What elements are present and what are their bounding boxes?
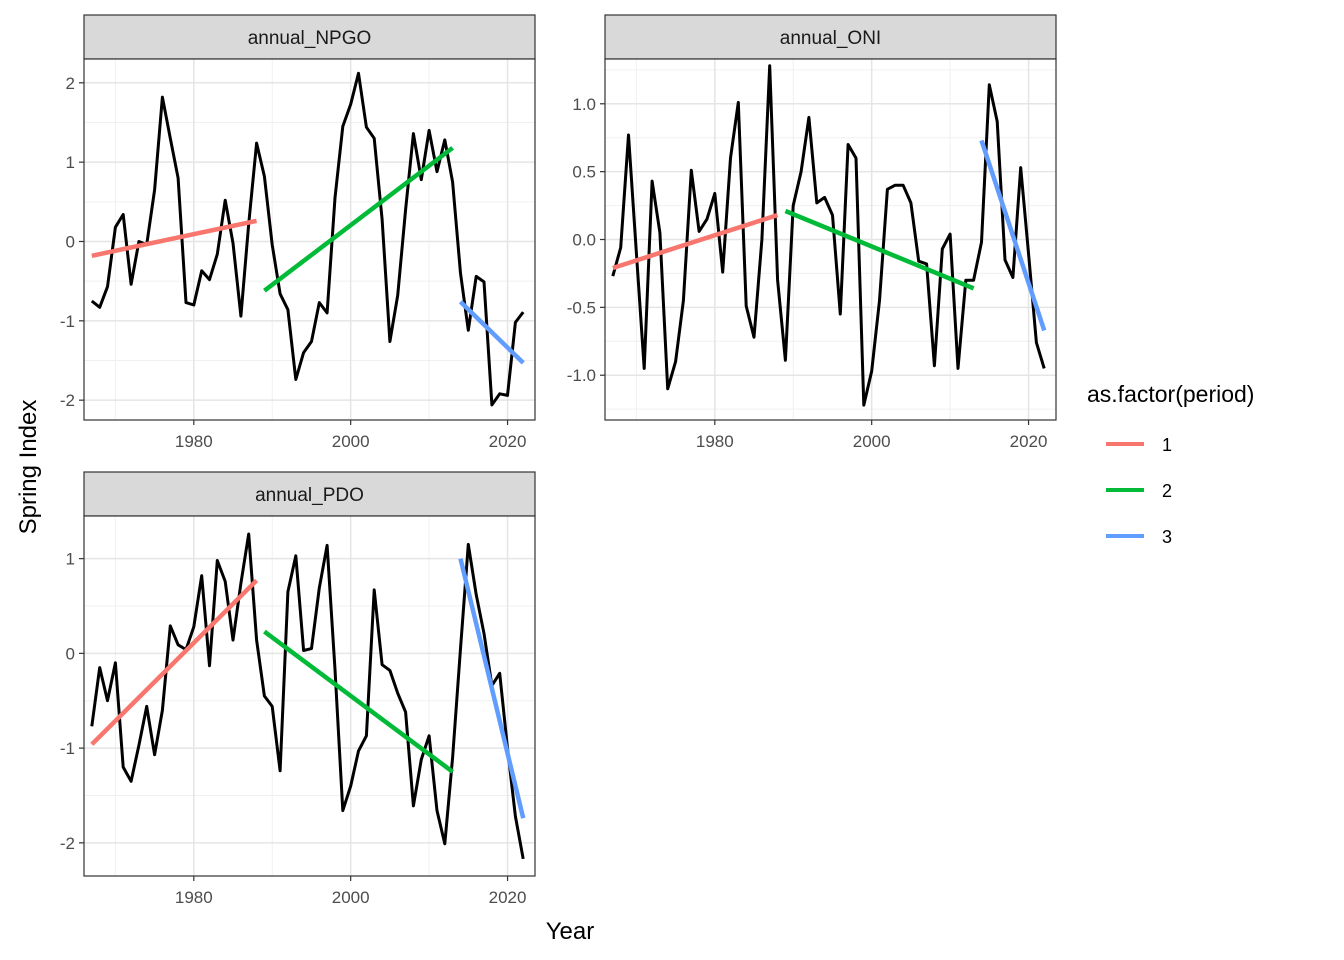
trend-line-period-3 [979, 139, 1047, 332]
x-tick-label: 1980 [696, 432, 734, 451]
panel-border-npgo [83, 58, 536, 421]
trend-line-period-2 [263, 146, 455, 293]
x-tick-label: 1980 [175, 888, 213, 907]
strip-label-oni: annual_ONI [780, 28, 881, 49]
y-tick-label: 1 [66, 550, 75, 569]
y-axis-pdo: -2 -1 0 1 [60, 550, 84, 853]
strip-oni [604, 14, 1057, 60]
panel-border-pdo [83, 515, 536, 877]
x-axis-title: Year [546, 918, 595, 945]
y-tick-label: 1.0 [572, 95, 596, 114]
y-tick-label: -2 [60, 391, 75, 410]
y-tick-label: -1.0 [567, 366, 596, 385]
legend-label-2: 2 [1162, 481, 1172, 501]
grid-pdo [84, 516, 535, 876]
x-axis-pdo: 1980 2000 2020 [175, 876, 527, 907]
legend-label-1: 1 [1162, 435, 1172, 455]
x-tick-label: 1980 [175, 432, 213, 451]
x-axis-oni: 1980 2000 2020 [696, 420, 1048, 451]
legend-title: as.factor(period) [1087, 381, 1254, 407]
y-tick-label: 1 [66, 153, 75, 172]
y-tick-label: -0.5 [567, 298, 596, 317]
y-tick-label: -1 [60, 312, 75, 331]
data-npgo [90, 71, 525, 407]
panel-oni: annual_ONI -1.0 -0.5 0.0 0.5 1.0 1980 2000 202… [567, 14, 1057, 451]
grid-oni [605, 59, 1056, 420]
plot-bg-npgo [84, 59, 535, 420]
y-tick-label: 0 [66, 232, 75, 251]
trend-line-period-1 [91, 218, 258, 258]
y-tick-label: 0.0 [572, 231, 596, 250]
series-line [611, 64, 1046, 407]
x-tick-label: 2020 [489, 432, 527, 451]
data-oni [611, 64, 1047, 407]
strip-npgo [83, 14, 536, 60]
trend-line-period-2 [263, 629, 454, 774]
y-tick-label: 0.5 [572, 163, 596, 182]
legend: as.factor(period) 1 2 3 [1087, 381, 1254, 547]
x-tick-label: 2020 [489, 888, 527, 907]
x-tick-label: 2000 [853, 432, 891, 451]
y-tick-label: -2 [60, 834, 75, 853]
strip-label-pdo: annual_PDO [255, 485, 364, 506]
y-axis-title: Spring Index [15, 400, 42, 535]
trend-line-period-1 [90, 578, 259, 746]
legend-label-3: 3 [1162, 527, 1172, 547]
x-tick-label: 2000 [332, 432, 370, 451]
x-axis-npgo: 1980 2000 2020 [175, 420, 527, 451]
y-tick-label: 0 [66, 644, 75, 663]
trend-line-period-3 [458, 300, 525, 365]
series-line [90, 71, 525, 407]
panel-pdo: annual_PDO -2 -1 0 1 1980 2000 2020 [60, 471, 536, 907]
strip-label-npgo: annual_NPGO [248, 28, 372, 49]
trend-line-period-1 [612, 212, 779, 271]
panel-npgo: annual_NPGO -2 -1 0 1 2 1980 2000 2020 [60, 14, 536, 451]
y-axis-npgo: -2 -1 0 1 2 [60, 74, 84, 410]
x-tick-label: 2000 [332, 888, 370, 907]
plot-bg-pdo [84, 516, 535, 876]
trend-line-period-3 [458, 558, 526, 819]
y-tick-label: 2 [66, 74, 75, 93]
y-axis-oni: -1.0 -0.5 0.0 0.5 1.0 [567, 95, 605, 385]
y-tick-label: -1 [60, 739, 75, 758]
data-pdo [90, 532, 526, 860]
trend-line-period-2 [784, 208, 975, 291]
x-tick-label: 2020 [1010, 432, 1048, 451]
